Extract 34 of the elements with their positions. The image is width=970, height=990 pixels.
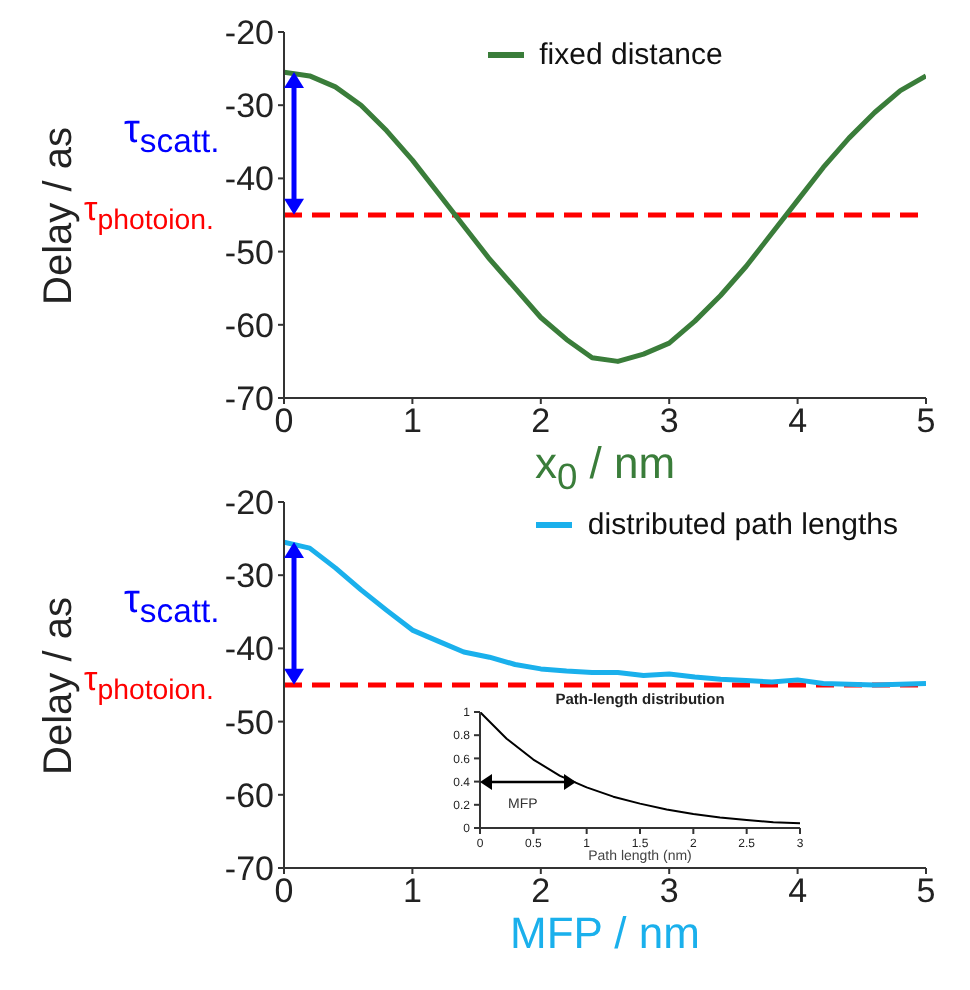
x-tick-label: 2 [531,872,551,911]
x-tick-label: 4 [788,402,808,441]
x-axis-title: x$_{0}$ / nm [532,438,678,499]
x-tick-label: 5 [916,872,936,911]
y-tick-label: -70 [224,380,274,419]
x-tick-label: 3 [659,402,679,441]
line-series [284,539,926,688]
text: τ$_{scatt.}$ [124,577,220,632]
x-tick-label: 5 [916,402,936,441]
y-tick-label: -40 [224,630,274,669]
y-tick-label: -20 [224,14,274,53]
text: τ$_{scatt.}$ [124,107,220,162]
x-tick-label: 1 [402,402,422,441]
x-tick-label: 1 [402,872,422,911]
legend-label: distributed path lengths [587,508,898,542]
y-tick-label: -60 [224,306,274,345]
y-tick-label: -70 [224,850,274,889]
y-tick-label: -40 [224,160,274,199]
ref-line-label: τ$_{photoion.}$ [84,189,214,236]
x-tick-label: 3 [659,872,679,911]
x-tick-label: 2 [531,402,551,441]
x-tick-label: 4 [788,872,808,911]
line-series [284,69,926,364]
y-tick-label: -50 [224,703,274,742]
y-axis-title: Delay / as [37,596,83,774]
y-tick-label: -30 [224,557,274,596]
y-tick-label: -60 [224,776,274,815]
y-tick-label: -30 [224,87,274,126]
legend-label: fixed distance [539,38,723,72]
y-axis-title: Delay / as [37,126,83,304]
x-axis-title: MFP / nm [508,908,702,960]
ref-line-label: τ$_{photoion.}$ [84,659,214,706]
y-tick-label: -50 [224,233,274,272]
y-tick-label: -20 [224,484,274,523]
